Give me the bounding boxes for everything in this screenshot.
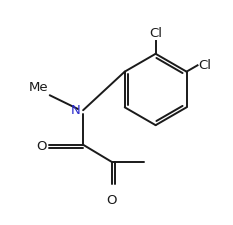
Text: Cl: Cl bbox=[199, 59, 212, 72]
Text: N: N bbox=[71, 104, 80, 117]
Text: O: O bbox=[36, 140, 46, 153]
Text: Me: Me bbox=[28, 81, 48, 94]
Text: O: O bbox=[107, 194, 117, 207]
Text: Cl: Cl bbox=[149, 27, 162, 40]
